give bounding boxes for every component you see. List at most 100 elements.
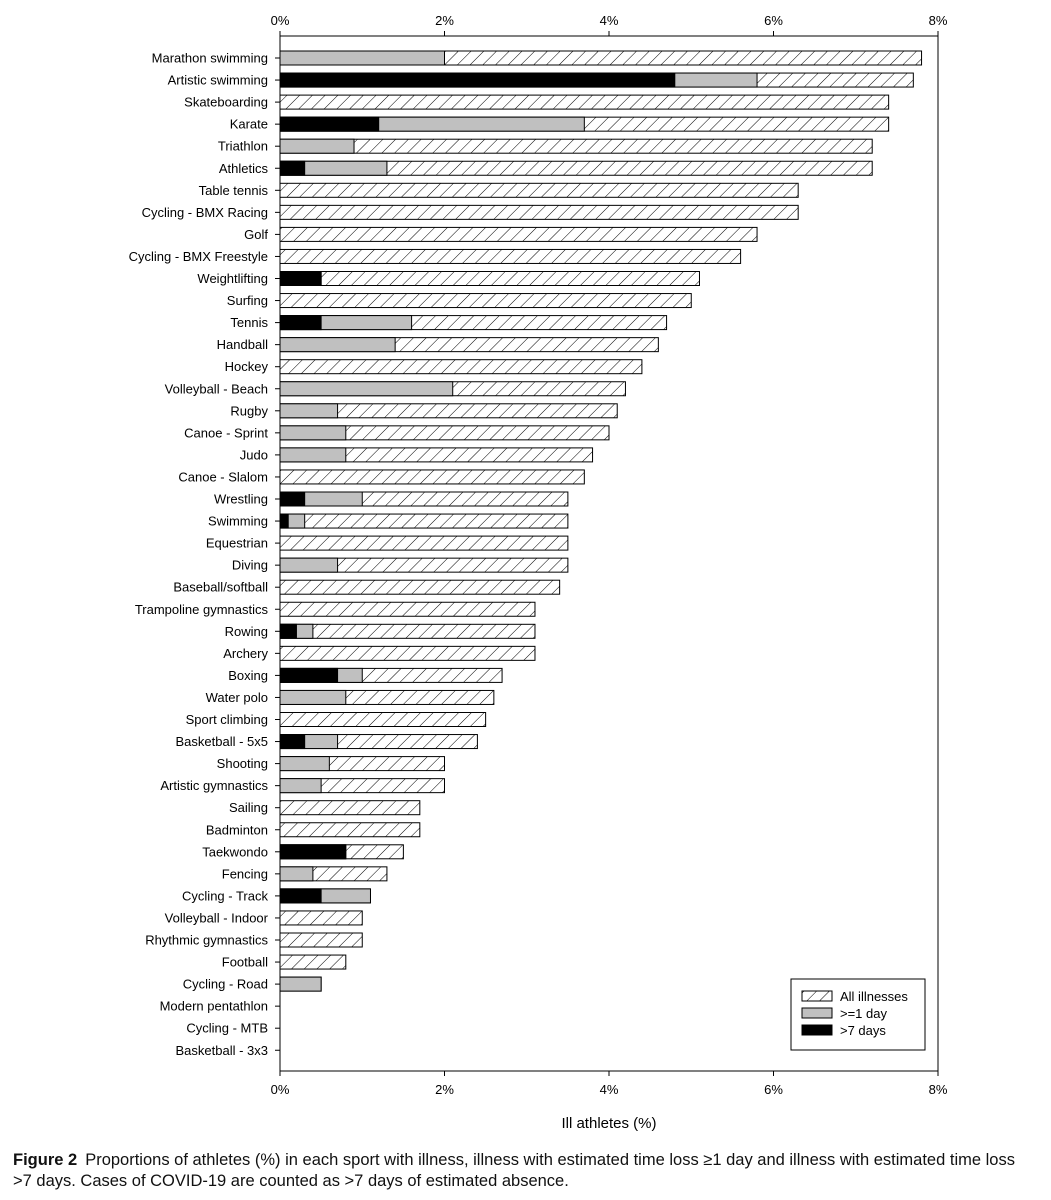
x-tick-label-bottom: 4%	[600, 1082, 619, 1097]
category-label-modern-pentathlon: Modern pentathlon	[160, 999, 268, 1014]
bar-1-day-water-polo	[279, 689, 347, 705]
bar-7-days-artistic-swimming	[279, 72, 676, 88]
x-tick-label-top: 2%	[435, 13, 454, 28]
bar-all-illnesses-rowing	[279, 623, 536, 639]
category-label-canoe-sprint: Canoe - Sprint	[184, 425, 268, 440]
category-label-athletics: Athletics	[219, 161, 269, 176]
category-label-trampoline-gymnastics: Trampoline gymnastics	[135, 602, 269, 617]
bar-7-days-athletics	[279, 160, 306, 176]
bar-all-illnesses-surfing	[279, 293, 692, 309]
category-label-basketball-3x3: Basketball - 3x3	[176, 1043, 269, 1058]
legend-swatch-all-illnesses	[801, 990, 833, 1002]
category-label-cycling-track: Cycling - Track	[182, 888, 268, 903]
category-label-football: Football	[222, 955, 268, 970]
x-tick-label-bottom: 8%	[929, 1082, 948, 1097]
bar-1-day-triathlon	[279, 138, 355, 154]
bar-7-days-taekwondo	[279, 844, 347, 860]
bar-1-day-fencing	[279, 866, 314, 882]
bar-all-illnesses-badminton	[279, 822, 421, 838]
bar-all-illnesses-table-tennis	[279, 182, 799, 198]
bar-all-illnesses-baseball-softball	[279, 579, 561, 595]
caption-label: Figure 2	[13, 1151, 78, 1169]
figure-caption: Figure 2 Proportions of athletes (%) in e…	[13, 1150, 1038, 1192]
category-label-golf: Golf	[244, 227, 268, 242]
category-label-cycling-bmx-freestyle: Cycling - BMX Freestyle	[129, 249, 268, 264]
bar-1-day-cycling-road	[279, 976, 322, 992]
x-tick-label-top: 6%	[764, 13, 783, 28]
bar-7-days-cycling-track	[279, 888, 322, 904]
bar-all-illnesses-weightlifting	[279, 271, 700, 286]
bar-1-day-judo	[279, 447, 347, 463]
category-label-karate: Karate	[230, 117, 268, 132]
category-label-volleyball-beach: Volleyball - Beach	[165, 381, 268, 396]
x-tick-label-bottom: 0%	[271, 1082, 290, 1097]
category-label-diving: Diving	[232, 558, 268, 573]
category-label-canoe-slalom: Canoe - Slalom	[178, 469, 268, 484]
bar-1-day-shooting	[279, 756, 330, 772]
bar-7-days-wrestling	[279, 491, 306, 507]
x-axis-title: Ill athletes (%)	[561, 1115, 656, 1132]
category-label-sport-climbing: Sport climbing	[186, 712, 268, 727]
bar-all-illnesses-sport-climbing	[279, 712, 487, 727]
bar-7-days-karate	[279, 116, 380, 132]
bar-all-illnesses-trampoline-gymnastics	[279, 601, 536, 617]
category-label-rowing: Rowing	[225, 624, 268, 639]
bar-all-illnesses-skateboarding	[279, 94, 890, 110]
bar-all-illnesses-football	[279, 954, 347, 970]
x-tick-label-top: 8%	[929, 13, 948, 28]
category-label-volleyball-indoor: Volleyball - Indoor	[165, 910, 269, 925]
bar-all-illnesses-rhythmic-gymnastics	[279, 932, 363, 948]
bar-all-illnesses-cycling-bmx-freestyle	[279, 248, 742, 264]
bar-all-illnesses-triathlon	[279, 138, 873, 154]
category-label-badminton: Badminton	[206, 822, 268, 837]
category-label-cycling-road: Cycling - Road	[183, 977, 268, 992]
category-label-marathon-swimming: Marathon swimming	[152, 51, 268, 66]
bar-7-days-weightlifting	[279, 271, 322, 286]
category-label-rhythmic-gymnastics: Rhythmic gymnastics	[145, 933, 268, 948]
x-tick-label-bottom: 2%	[435, 1082, 454, 1097]
category-label-shooting: Shooting	[217, 756, 268, 771]
chart: 0% 0% 2% 2% 4% 4% 6% 6% 8% 8% Marathon swimming Ar…	[129, 13, 948, 1132]
bar-all-illnesses-golf	[279, 226, 758, 242]
caption-text: Proportions of athletes (%) in each spor…	[13, 1151, 1015, 1190]
bar-7-days-rowing	[279, 623, 297, 639]
x-tick-label-top: 4%	[600, 13, 619, 28]
category-label-baseball-softball: Baseball/softball	[173, 580, 268, 595]
x-tick-label-bottom: 6%	[764, 1082, 783, 1097]
category-label-table-tennis: Table tennis	[199, 183, 269, 198]
bar-1-day-canoe-sprint	[279, 425, 347, 441]
category-label-triathlon: Triathlon	[218, 139, 268, 154]
bar-all-illnesses-hockey	[279, 359, 643, 375]
bar-7-days-boxing	[279, 667, 339, 683]
category-label-skateboarding: Skateboarding	[184, 95, 268, 110]
bar-1-day-marathon-swimming	[279, 50, 445, 66]
bar-1-day-volleyball-beach	[279, 381, 454, 397]
legend-label-1-day: >=1 day	[840, 1006, 887, 1021]
category-label-weightlifting: Weightlifting	[197, 271, 268, 286]
bar-all-illnesses-swimming	[279, 513, 569, 529]
bar-all-illnesses-volleyball-indoor	[279, 910, 363, 926]
category-label-sailing: Sailing	[229, 800, 268, 815]
legend-swatch-1-day	[801, 1007, 833, 1019]
category-label-fencing: Fencing	[222, 866, 268, 881]
bar-1-day-diving	[279, 557, 339, 573]
category-label-water-polo: Water polo	[206, 690, 268, 705]
bar-all-illnesses-canoe-slalom	[279, 469, 585, 485]
bar-7-days-basketball-5x5	[279, 734, 306, 750]
category-label-tennis: Tennis	[230, 315, 268, 330]
category-label-artistic-swimming: Artistic swimming	[168, 73, 268, 88]
bar-1-day-handball	[279, 337, 396, 353]
category-label-cycling-mtb: Cycling - MTB	[186, 1021, 268, 1036]
bar-all-illnesses-sailing	[279, 800, 421, 816]
category-label-equestrian: Equestrian	[206, 536, 268, 551]
bar-1-day-artistic-gymnastics	[279, 778, 322, 794]
category-label-surfing: Surfing	[227, 293, 268, 308]
category-label-hockey: Hockey	[225, 359, 269, 374]
bar-all-illnesses-cycling-bmx-racing	[279, 204, 799, 220]
legend-label-all-illnesses: All illnesses	[840, 989, 908, 1004]
category-label-taekwondo: Taekwondo	[202, 844, 268, 859]
category-label-cycling-bmx-racing: Cycling - BMX Racing	[142, 205, 268, 220]
bar-7-days-swimming	[279, 513, 289, 529]
category-label-basketball-5x5: Basketball - 5x5	[176, 734, 269, 749]
category-label-archery: Archery	[223, 646, 268, 661]
